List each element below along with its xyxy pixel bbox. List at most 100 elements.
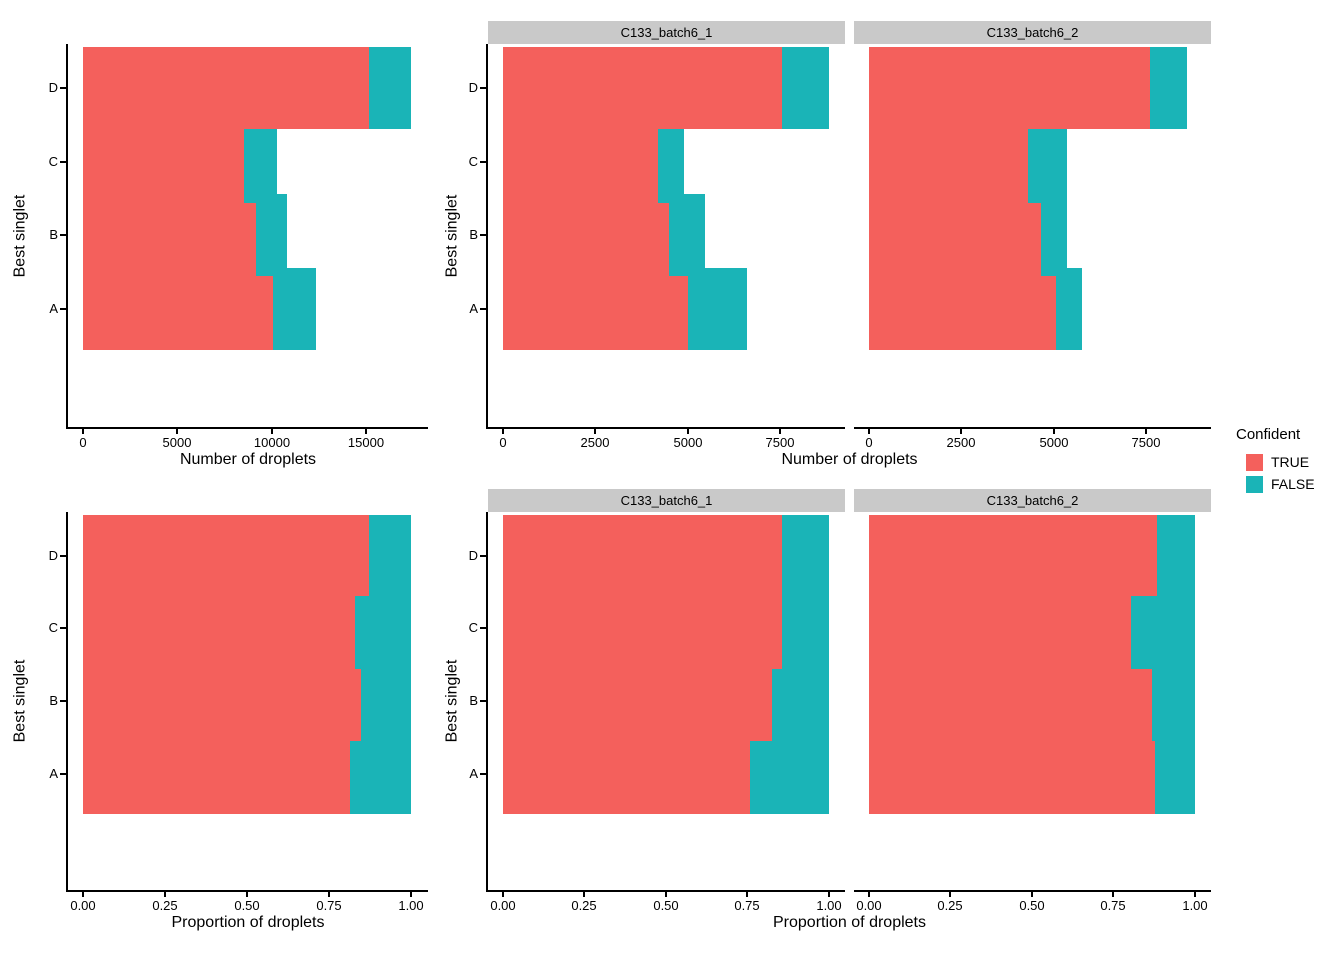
legend: Confident TRUE FALSE: [1236, 426, 1315, 498]
y-tick-label: C: [48, 620, 58, 635]
y-tick-label: B: [49, 227, 58, 242]
bar-segment-false: [1041, 194, 1067, 276]
x-tick-label: 2500: [580, 435, 610, 450]
facet-strip-label: C133_batch6_1: [620, 25, 713, 40]
bar-segment-true: [869, 194, 1041, 276]
bar-segment-true: [503, 194, 669, 276]
bar-segment-true: [83, 733, 350, 814]
bar-segment-true: [869, 588, 1131, 669]
x-tick-label: 0.50: [1019, 898, 1045, 913]
x-tick: [665, 892, 667, 897]
y-tick-label: C: [468, 620, 478, 635]
bar-segment-true: [503, 588, 782, 669]
bar-segment-false: [782, 588, 829, 669]
x-axis-title: Number of droplets: [781, 451, 918, 468]
bar-segment-true: [83, 194, 256, 276]
x-tick: [594, 429, 596, 434]
bar-segment-false: [1152, 660, 1195, 741]
x-axis-title: Number of droplets: [179, 451, 317, 468]
x-tick: [1145, 429, 1147, 434]
x-tick: [246, 892, 248, 897]
bar-segment-true: [83, 268, 273, 350]
x-tick: [828, 892, 830, 897]
x-tick: [779, 429, 781, 434]
y-tick-label: D: [468, 548, 478, 563]
bar-segment-false: [1150, 47, 1187, 129]
y-tick-label: D: [468, 80, 478, 95]
bar-segment-true: [869, 268, 1056, 350]
x-tick-label: 0.50: [653, 898, 679, 913]
x-axis-line: [854, 890, 1211, 892]
x-tick-label: 2500: [946, 435, 976, 450]
x-tick: [502, 429, 504, 434]
x-tick-label: 0.25: [571, 898, 597, 913]
x-tick-label: 10000: [253, 435, 291, 450]
legend-label-false: FALSE: [1271, 476, 1315, 492]
y-tick: [60, 308, 66, 310]
x-tick-label: 0.75: [1100, 898, 1126, 913]
y-axis-line: [66, 512, 68, 892]
x-tick: [82, 892, 84, 897]
chart-proportion-by-batch: Best singlet A B C D C133_batch6_1 0.00 0.25 0.5…: [0, 480, 1344, 960]
bar-segment-false: [750, 733, 829, 814]
bar-segment-false: [772, 660, 829, 741]
y-tick-label: B: [49, 693, 58, 708]
x-tick: [1112, 892, 1114, 897]
y-tick: [60, 87, 66, 89]
facet-strip: C133_batch6_1: [488, 21, 845, 44]
x-tick: [949, 892, 951, 897]
y-tick: [480, 87, 486, 89]
y-tick: [480, 555, 486, 557]
y-tick: [60, 161, 66, 163]
bar-segment-true: [503, 47, 782, 129]
x-tick: [365, 429, 367, 434]
bar-segment-false: [782, 515, 829, 596]
facet-strip: C133_batch6_2: [854, 21, 1211, 44]
x-axis-title: Proportion of droplets: [773, 914, 926, 931]
y-axis-line: [66, 44, 68, 429]
legend-swatch-false-icon: [1246, 476, 1263, 493]
chart-counts-by-batch: Best singlet A B C D C133_batch6_1 0 2500 5000 75…: [444, 21, 1211, 468]
bar-segment-true: [83, 121, 244, 203]
y-tick: [60, 773, 66, 775]
bar-segment-false: [1155, 733, 1195, 814]
bar-segment-true: [83, 660, 361, 741]
x-tick: [82, 429, 84, 434]
bar-segment-true: [869, 733, 1155, 814]
x-tick-label: 5000: [162, 435, 192, 450]
x-tick: [328, 892, 330, 897]
x-tick-label: 0: [79, 435, 87, 450]
x-tick-label: 0.50: [234, 898, 260, 913]
bar-segment-true: [869, 515, 1157, 596]
y-tick-label: A: [469, 766, 478, 781]
bar-segment-false: [658, 121, 684, 203]
x-tick: [746, 892, 748, 897]
bar-segment-false: [369, 47, 411, 129]
legend-item-false: FALSE: [1246, 476, 1315, 493]
bar-segment-false: [1028, 121, 1067, 203]
x-tick: [1053, 429, 1055, 434]
bar-segment-true: [503, 515, 782, 596]
y-tick-label: A: [469, 301, 478, 316]
bar-segment-false: [350, 733, 411, 814]
x-tick: [410, 892, 412, 897]
bar-segment-true: [869, 660, 1152, 741]
y-tick: [480, 161, 486, 163]
bar-segment-false: [782, 47, 829, 129]
bar-segment-true: [869, 47, 1150, 129]
legend-item-true: TRUE: [1246, 454, 1315, 471]
x-tick: [271, 429, 273, 434]
bar-segment-false: [1157, 515, 1195, 596]
x-tick-label: 0.00: [856, 898, 882, 913]
bar-segment-false: [273, 268, 316, 350]
x-tick-label: 0.25: [937, 898, 963, 913]
x-tick-label: 0.75: [734, 898, 760, 913]
x-tick-label: 0: [865, 435, 873, 450]
bar-segment-true: [503, 660, 772, 741]
x-tick-label: 7500: [765, 435, 795, 450]
y-tick-label: A: [49, 766, 58, 781]
x-axis-title: Proportion of droplets: [171, 914, 325, 931]
y-tick: [480, 308, 486, 310]
bar-segment-true: [83, 515, 369, 596]
facet-strip-label: C133_batch6_2: [986, 493, 1079, 508]
